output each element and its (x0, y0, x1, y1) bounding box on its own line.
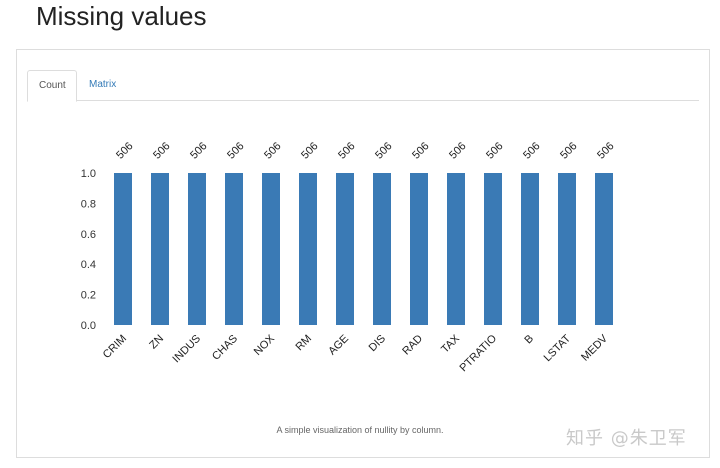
bar-age (336, 173, 354, 325)
x-tick-label: B (522, 333, 536, 347)
data-label: 506 (410, 140, 431, 161)
bar-rad (410, 173, 428, 325)
bar-lstat (558, 173, 576, 325)
data-label: 506 (188, 140, 209, 161)
data-label: 506 (262, 140, 283, 161)
bar-medv (595, 173, 613, 325)
bar-rm (299, 173, 317, 325)
chart-caption: A simple visualization of nullity by col… (276, 425, 444, 435)
x-tick-label: INDUS (170, 333, 203, 366)
x-tick-label: NOX (252, 332, 278, 358)
x-tick-label: MEDV (579, 332, 610, 363)
bar-nox (262, 173, 280, 325)
tab-matrix[interactable]: Matrix (89, 79, 117, 90)
bar-crim (114, 173, 132, 325)
data-label: 506 (225, 140, 246, 161)
bar-indus (188, 173, 206, 325)
y-tick-label: 0.2 (81, 290, 96, 302)
y-tick-label: 0.6 (81, 229, 96, 241)
x-tick-label: ZN (147, 333, 166, 352)
bar-zn (151, 173, 169, 325)
data-label: 506 (114, 140, 135, 161)
watermark: 知乎 @朱卫军 (566, 428, 687, 449)
data-label: 506 (558, 140, 579, 161)
data-label: 506 (299, 140, 320, 161)
data-label: 506 (336, 140, 357, 161)
x-tick-label: TAX (439, 332, 463, 356)
x-tick-label: CRIM (101, 333, 129, 361)
data-label: 506 (373, 140, 394, 161)
bar-ptratio (484, 173, 502, 325)
y-tick-label: 0.4 (81, 259, 96, 271)
data-label: 506 (521, 140, 542, 161)
data-label: 506 (595, 140, 616, 161)
tab-bar: Count Matrix (27, 70, 699, 102)
bar-chas (225, 173, 243, 325)
data-label: 506 (484, 140, 505, 161)
x-tick-label: CHAS (210, 333, 240, 363)
x-tick-label: RM (294, 333, 315, 354)
x-tick-label: LSTAT (542, 332, 574, 364)
y-tick-label: 0.0 (81, 320, 96, 332)
x-tick-label: AGE (326, 333, 351, 358)
bar-b (521, 173, 539, 325)
x-tick-label: DIS (367, 333, 388, 354)
x-tick-label: RAD (400, 333, 425, 358)
data-label: 506 (447, 140, 468, 161)
page-title: Missing values (36, 1, 207, 31)
bar-dis (373, 173, 391, 325)
bar-tax (447, 173, 465, 325)
data-label: 506 (151, 140, 172, 161)
y-tick-label: 1.0 (81, 168, 96, 180)
x-tick-label: PTRATIO (458, 332, 500, 374)
nullity-bar-chart: 0.0 0.2 0.4 0.6 0.8 1.0 506 CRIM 506 ZN 506 INDUS 50… (81, 140, 617, 374)
tab-count[interactable]: Count (27, 70, 77, 102)
y-tick-label: 0.8 (81, 198, 96, 210)
